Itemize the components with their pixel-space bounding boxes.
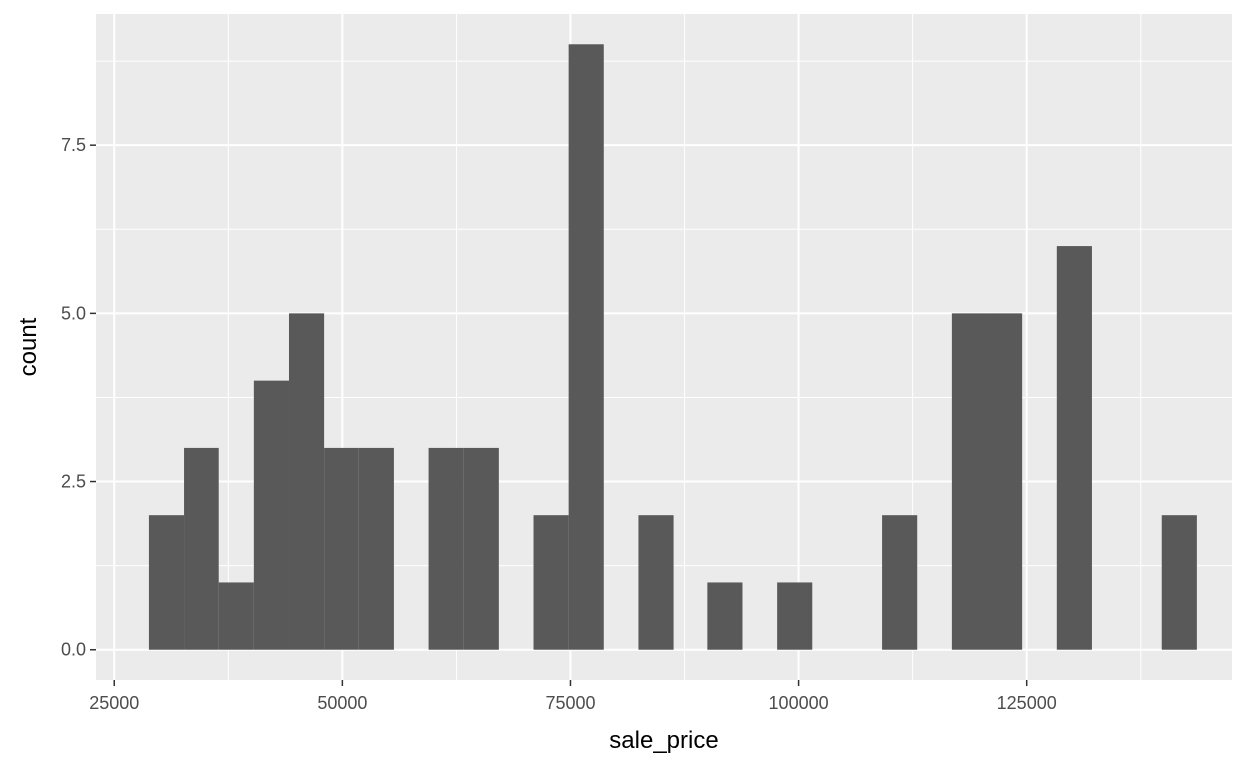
y-axis: 0.0 2.5 5.0 7.5 xyxy=(61,135,96,660)
y-tick-label: 2.5 xyxy=(61,472,86,492)
histogram-bar xyxy=(987,313,1023,650)
histogram-bar xyxy=(184,447,219,650)
histogram-bar xyxy=(533,515,569,650)
histogram-bar xyxy=(428,447,464,650)
histogram-bar xyxy=(777,582,813,650)
histogram-bar xyxy=(253,380,289,650)
x-tick-label: 25000 xyxy=(89,693,139,713)
x-tick-label: 75000 xyxy=(545,693,595,713)
x-axis-title: sale_price xyxy=(609,727,718,754)
histogram-bar xyxy=(463,447,499,650)
histogram-bars xyxy=(148,44,1197,650)
histogram-bar xyxy=(882,515,918,650)
histogram-bar xyxy=(568,44,604,650)
histogram-bar xyxy=(218,582,254,650)
histogram-bar xyxy=(1056,246,1092,650)
histogram-bar xyxy=(148,515,185,650)
histogram-bar xyxy=(324,447,359,650)
x-tick-label: 125000 xyxy=(997,693,1057,713)
histogram-bar xyxy=(951,313,988,650)
y-axis-title: count xyxy=(15,317,42,376)
y-tick-label: 5.0 xyxy=(61,303,86,323)
histogram-bar xyxy=(358,447,394,650)
x-tick-label: 100000 xyxy=(769,693,829,713)
y-tick-label: 7.5 xyxy=(61,135,86,155)
histogram-bar xyxy=(707,582,743,650)
x-axis: 25000 50000 75000 100000 125000 xyxy=(89,680,1057,713)
y-tick-label: 0.0 xyxy=(61,640,86,660)
histogram-bar xyxy=(1161,515,1197,650)
histogram-bar xyxy=(638,515,674,650)
x-tick-label: 50000 xyxy=(317,693,367,713)
histogram-bar xyxy=(288,313,325,650)
